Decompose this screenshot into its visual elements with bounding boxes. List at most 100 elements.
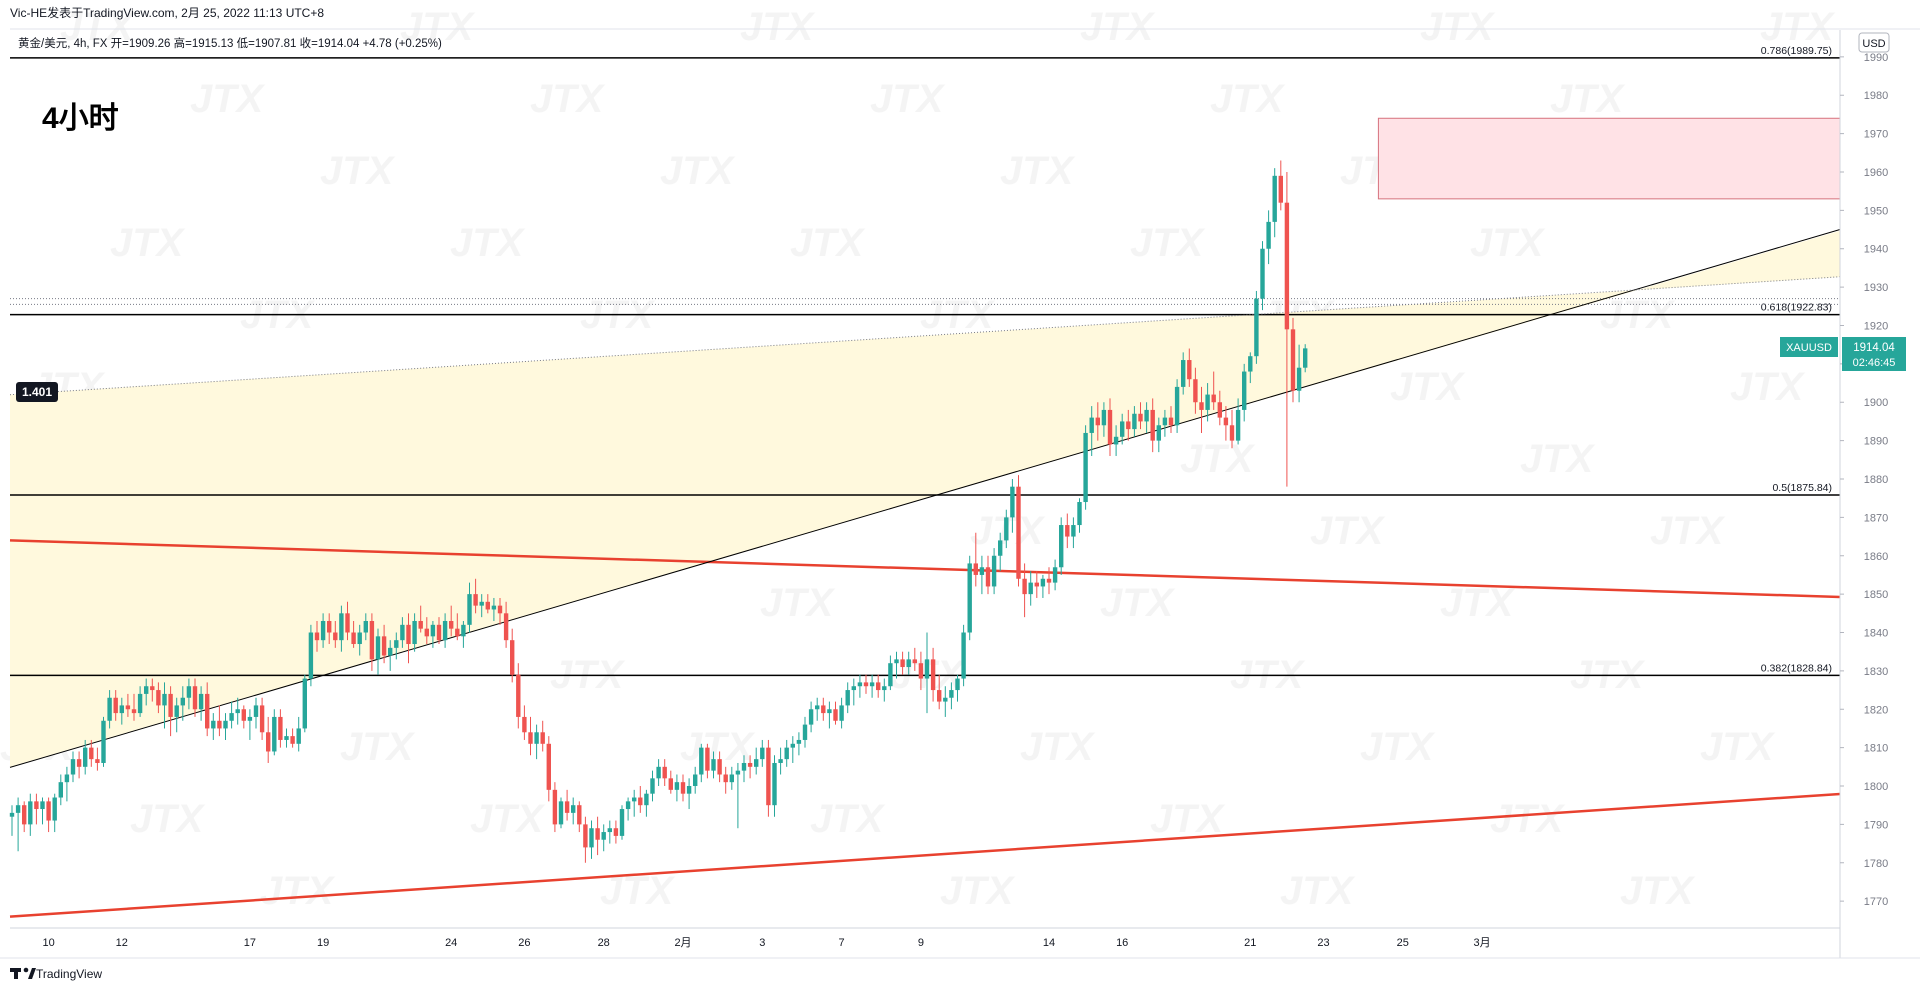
candle-body xyxy=(845,690,850,706)
watermark-text: JTX xyxy=(1730,365,1806,409)
watermark-text: JTX xyxy=(1620,869,1696,913)
time-tick-label: 26 xyxy=(518,937,530,949)
candle-body xyxy=(461,624,466,637)
candle-body xyxy=(497,605,503,614)
candle-body xyxy=(802,724,808,740)
watermark-text: JTX xyxy=(320,149,396,193)
candle-body xyxy=(1272,175,1277,222)
price-tick-label: 1900 xyxy=(1864,397,1888,409)
candle-body xyxy=(119,705,124,714)
candle-body xyxy=(198,693,204,710)
candle-body xyxy=(76,759,82,767)
candle-body xyxy=(333,632,338,641)
candle-body xyxy=(290,736,295,744)
candle-body xyxy=(808,709,814,725)
candle-body xyxy=(729,774,734,783)
watermark-text: JTX xyxy=(130,797,206,841)
candle-body xyxy=(552,789,558,825)
candle-body xyxy=(357,632,362,645)
candle-body xyxy=(857,682,863,687)
candle-body xyxy=(967,563,972,633)
watermark-text: JTX xyxy=(1700,725,1776,769)
price-tick-label: 1990 xyxy=(1864,52,1888,64)
candle-body xyxy=(345,613,350,633)
candle-body xyxy=(790,743,795,748)
price-tick-label: 1920 xyxy=(1864,320,1888,332)
watermark-text: JTX xyxy=(110,221,186,265)
candle-body xyxy=(1004,517,1009,541)
candle-body xyxy=(973,563,978,575)
time-tick-label: 10 xyxy=(42,937,54,949)
watermark-text: JTX xyxy=(60,5,136,49)
price-tick-label: 1840 xyxy=(1864,628,1888,640)
watermark-text: JTX xyxy=(260,869,336,913)
candle-body xyxy=(314,632,320,641)
candle-body xyxy=(418,620,423,629)
candle-body xyxy=(229,713,234,721)
candle-body xyxy=(833,709,838,721)
time-tick-label: 3月 xyxy=(1474,937,1491,949)
watermark-text: JTX xyxy=(1130,221,1206,265)
candle-body xyxy=(741,762,747,771)
time-tick-label: 28 xyxy=(598,937,610,949)
price-tick-label: 1880 xyxy=(1864,474,1888,486)
candle-body xyxy=(906,659,911,668)
price-tick-label: 1890 xyxy=(1864,436,1888,448)
candle-body xyxy=(540,732,545,744)
price-tick-label: 1810 xyxy=(1864,743,1888,755)
watermark-text: JTX xyxy=(450,221,526,265)
time-tick-label: 24 xyxy=(445,937,457,949)
candle-body xyxy=(369,620,375,660)
candle-body xyxy=(52,797,57,821)
candle-body xyxy=(821,705,826,714)
candle-body xyxy=(979,567,985,575)
candle-body xyxy=(1016,486,1021,579)
candle-body xyxy=(150,686,155,691)
candle-body xyxy=(558,801,564,825)
time-tick-label: 21 xyxy=(1244,937,1256,949)
candle-body xyxy=(699,747,704,775)
candle-body xyxy=(296,728,301,744)
candle-body xyxy=(650,778,655,794)
candle-body xyxy=(607,828,612,833)
candle-body xyxy=(34,801,39,810)
price-tick-label: 1830 xyxy=(1864,666,1888,678)
candle-body xyxy=(735,770,741,775)
watermark-text: JTX xyxy=(1550,77,1626,121)
last-price-value: 1914.04 xyxy=(1853,342,1895,354)
candle-body xyxy=(278,716,283,740)
price-tick-label: 1940 xyxy=(1864,244,1888,256)
candle-body xyxy=(583,824,588,848)
candle-body xyxy=(1162,417,1168,426)
price-axis[interactable]: 1770 1780 1790 1800 1810 1820 1830 1840 1850 1860… xyxy=(1840,52,1888,908)
candle-body xyxy=(180,697,185,706)
candle-body xyxy=(406,624,411,645)
time-axis[interactable]: 10 12 17 19 24 26 28 2月 3 7 9 14 16 21 23 25 3月 xyxy=(42,937,1490,949)
candle-body xyxy=(1034,582,1039,587)
candle-body xyxy=(1223,417,1229,426)
candle-body xyxy=(125,705,131,710)
candle-body xyxy=(217,720,222,729)
time-tick-label: 3 xyxy=(759,937,765,949)
candle-body xyxy=(1052,567,1058,583)
bar-countdown: 02:46:45 xyxy=(1853,357,1896,369)
ratio-flag-label: 1.401 xyxy=(22,385,52,399)
candle-body xyxy=(1028,582,1033,595)
candle-body xyxy=(876,682,881,691)
currency-badge[interactable] xyxy=(1858,32,1890,53)
timeframe-label: 4小时 xyxy=(42,102,119,135)
watermark-text: JTX xyxy=(1100,581,1176,625)
price-tick-label: 1850 xyxy=(1864,589,1888,601)
candle-body xyxy=(1290,329,1296,391)
candle-body xyxy=(70,759,76,775)
candle-body xyxy=(534,732,539,744)
time-tick-label: 19 xyxy=(317,937,329,949)
candle-body xyxy=(156,690,161,706)
candle-body xyxy=(40,801,45,810)
candle-body xyxy=(58,782,63,798)
candle-body xyxy=(107,697,112,721)
candle-body xyxy=(680,782,686,794)
candle-body xyxy=(302,678,307,729)
candle-body xyxy=(711,759,716,771)
